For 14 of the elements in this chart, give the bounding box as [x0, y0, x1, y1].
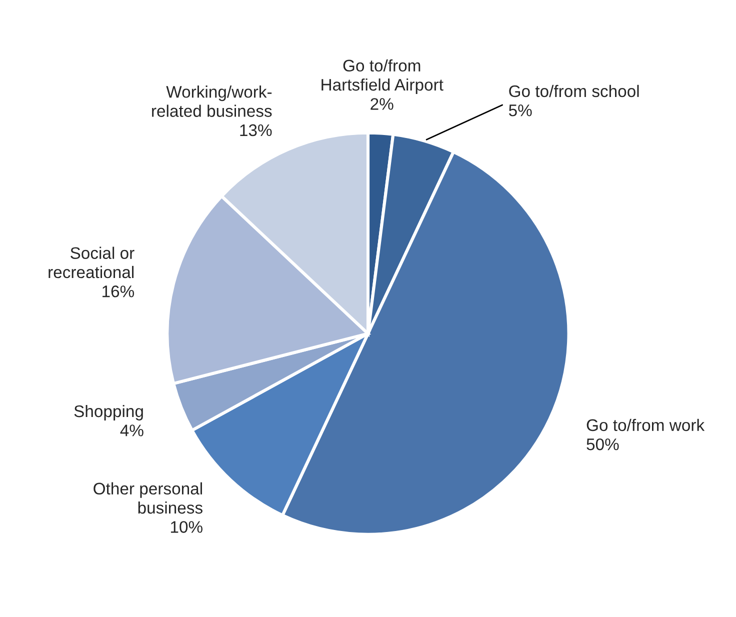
slice-label: Go to/from Hartsfield Airport	[322, 59, 444, 94]
slice-label: Working/work- related business	[152, 86, 272, 117]
data-label: 4%	[120, 424, 144, 436]
data-label: 2%	[370, 98, 394, 110]
data-label: 13%	[240, 124, 272, 136]
slice-label: Go to/from school	[509, 84, 639, 98]
data-label: 16%	[102, 286, 134, 298]
slice-label: Shopping	[74, 404, 143, 420]
data-label: 10%	[170, 521, 202, 533]
slice-label: Go to/from work	[586, 418, 705, 432]
data-label: 50%	[586, 438, 619, 450]
slice-label: Other personal business	[94, 482, 202, 514]
slice-label: Social or recreational	[48, 246, 134, 278]
data-label: 5%	[508, 104, 532, 116]
